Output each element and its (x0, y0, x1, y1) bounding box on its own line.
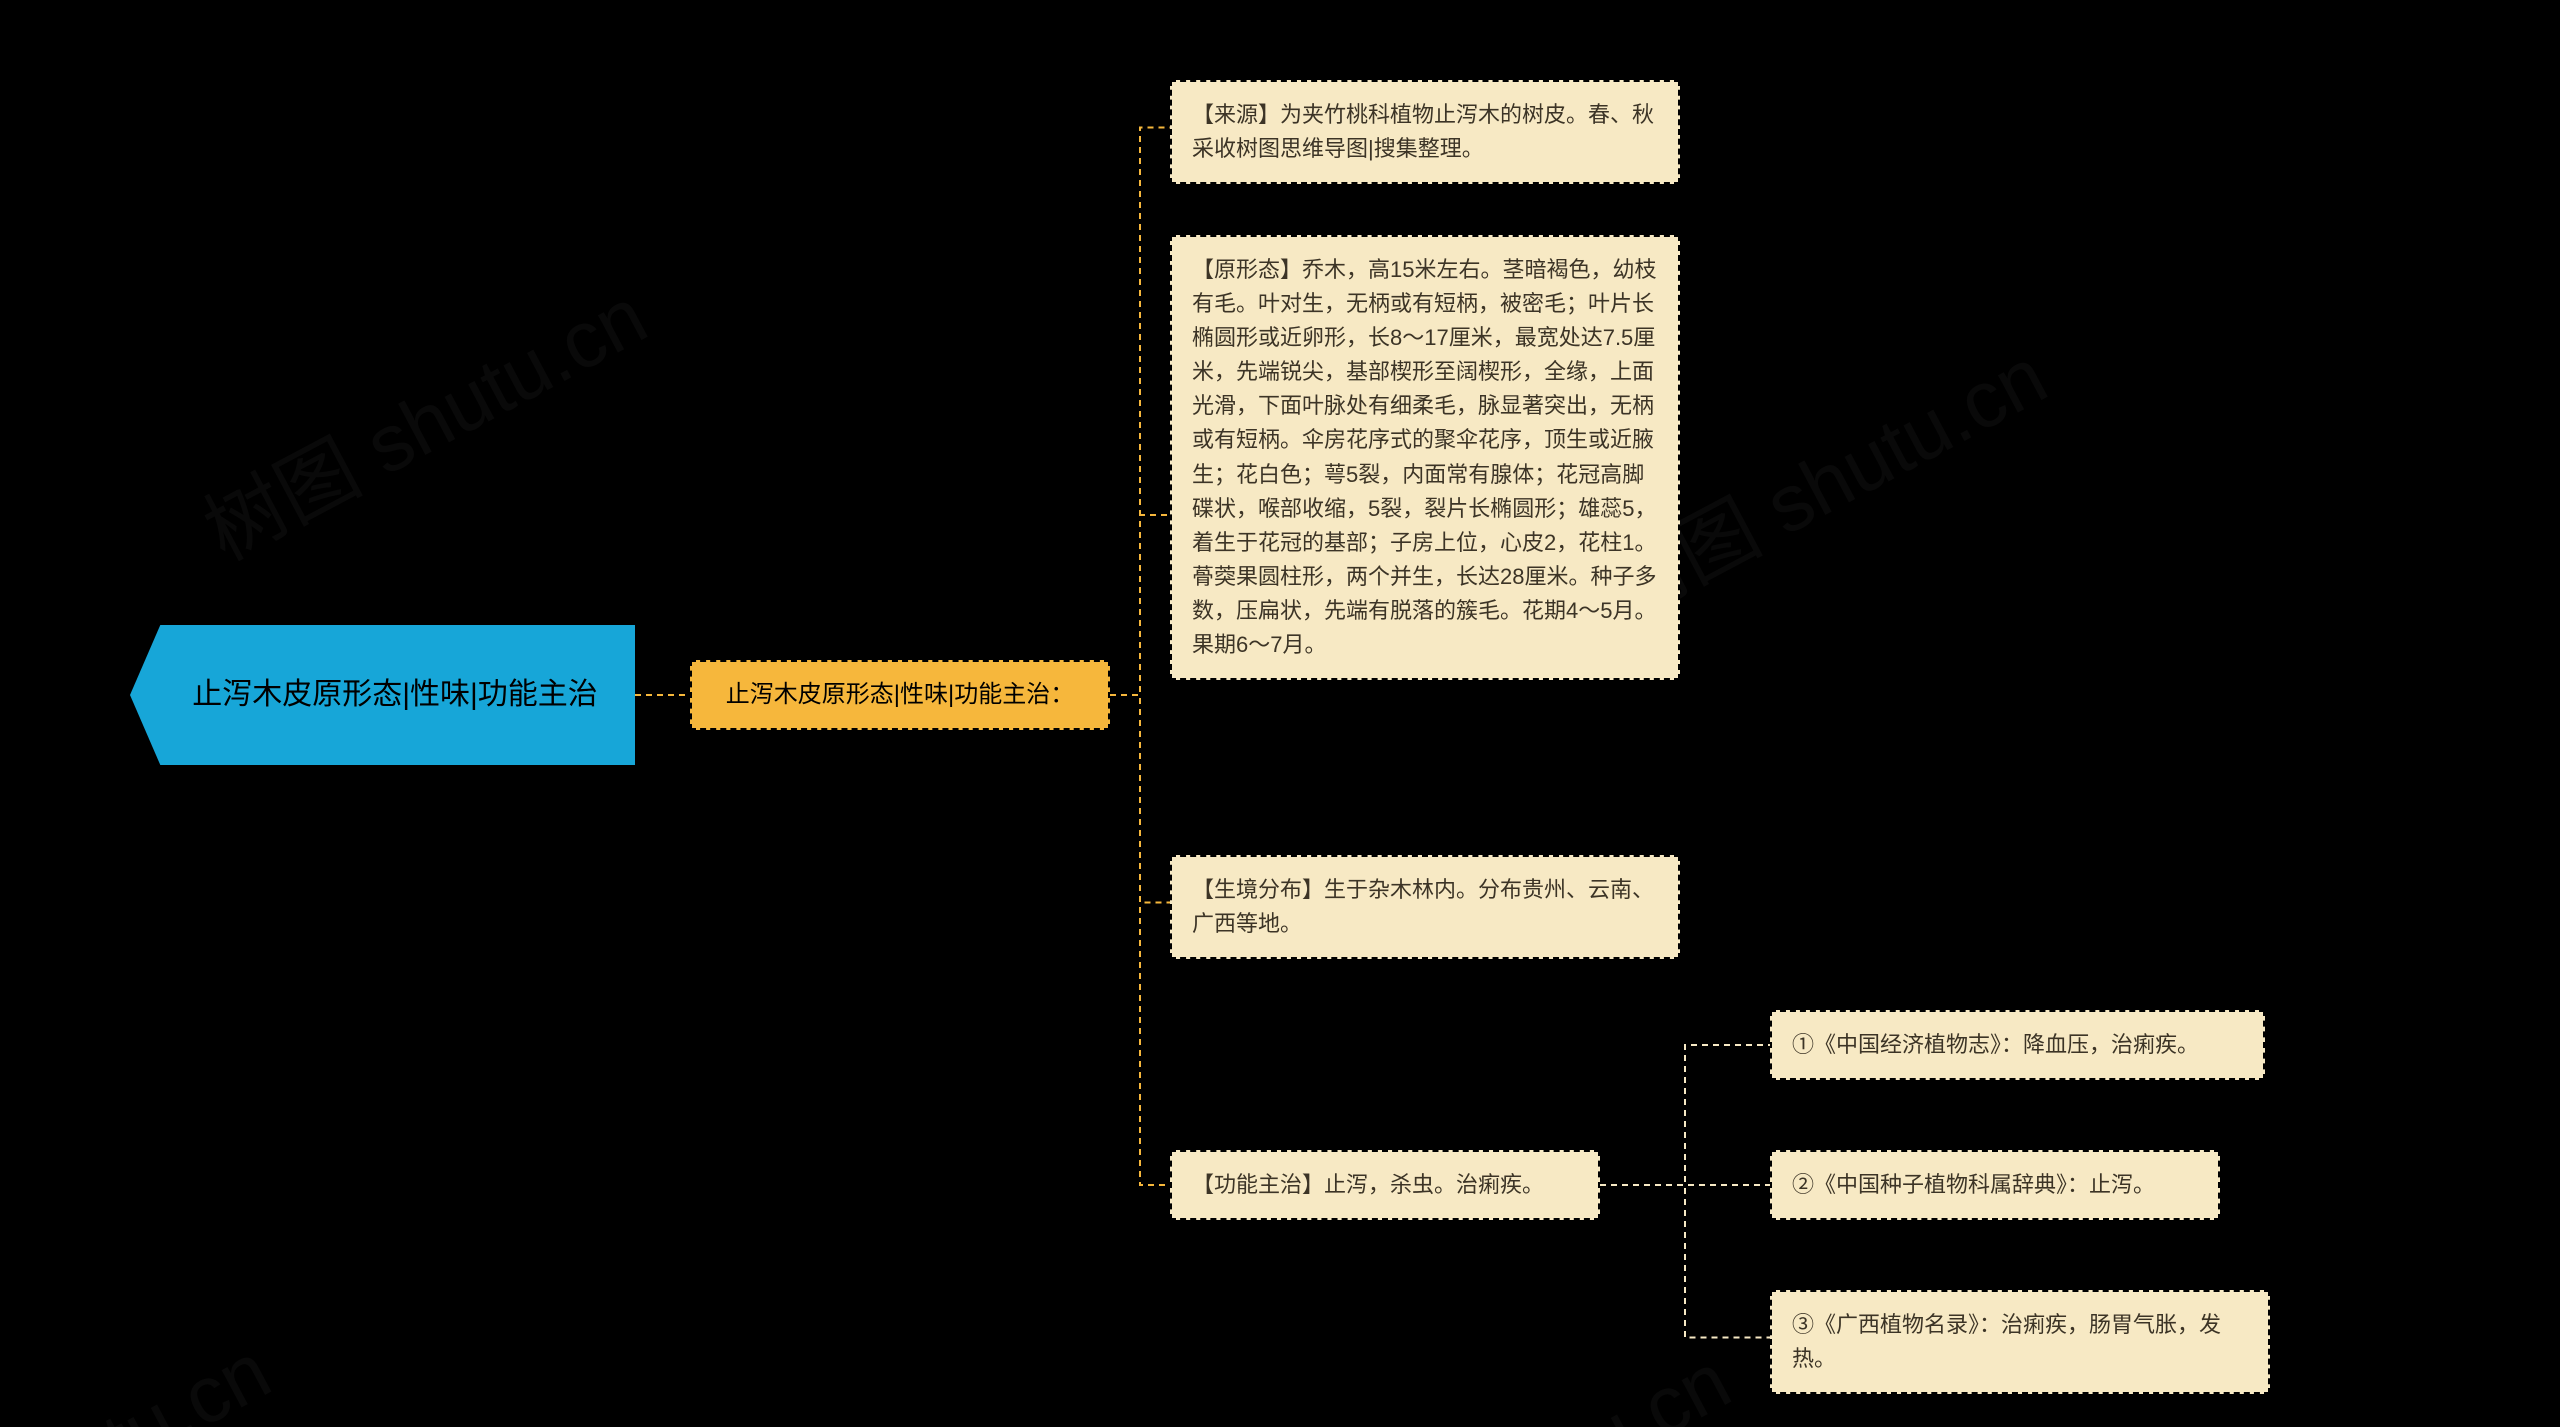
leaf-text: ②《中国种子植物科属辞典》：止泻。 (1792, 1172, 2155, 1197)
leaf-text: ①《中国经济植物志》：降血压，治痢疾。 (1792, 1032, 2199, 1057)
root-node[interactable]: 止泻木皮原形态|性味|功能主治 (130, 625, 635, 765)
watermark: tu.cn (1549, 1335, 1745, 1427)
leaf-text: ③《广西植物名录》：治痢疾，肠胃气胀，发热。 (1792, 1312, 2221, 1371)
leaf-ref-1[interactable]: ①《中国经济植物志》：降血压，治痢疾。 (1770, 1010, 2265, 1080)
watermark: tu.cn (89, 1325, 285, 1427)
branch-label: 止泻木皮原形态|性味|功能主治： (726, 676, 1074, 713)
leaf-morphology[interactable]: 【原形态】乔木，高15米左右。茎暗褐色，幼枝有毛。叶对生，无柄或有短柄，被密毛；… (1170, 235, 1680, 680)
leaf-habitat[interactable]: 【生境分布】生于杂木林内。分布贵州、云南、广西等地。 (1170, 855, 1680, 959)
leaf-ref-3[interactable]: ③《广西植物名录》：治痢疾，肠胃气胀，发热。 (1770, 1290, 2270, 1394)
root-label: 止泻木皮原形态|性味|功能主治 (192, 672, 598, 719)
mindmap-canvas: 树图 shutu.cn tu.cn 树图 shutu.cn tu.cn 止泻木皮… (0, 0, 2560, 1427)
leaf-text: 【生境分布】生于杂木林内。分布贵州、云南、广西等地。 (1192, 877, 1654, 936)
leaf-text: 【功能主治】止泻，杀虫。治痢疾。 (1192, 1172, 1544, 1197)
leaf-text: 【原形态】乔木，高15米左右。茎暗褐色，幼枝有毛。叶对生，无柄或有短柄，被密毛；… (1192, 257, 1656, 657)
leaf-source[interactable]: 【来源】为夹竹桃科植物止泻木的树皮。春、秋采收树图思维导图|搜集整理。 (1170, 80, 1680, 184)
leaf-ref-2[interactable]: ②《中国种子植物科属辞典》：止泻。 (1770, 1150, 2220, 1220)
leaf-text: 【来源】为夹竹桃科植物止泻木的树皮。春、秋采收树图思维导图|搜集整理。 (1192, 102, 1654, 161)
watermark: 树图 shutu.cn (181, 253, 663, 583)
branch-node-main[interactable]: 止泻木皮原形态|性味|功能主治： (690, 660, 1110, 730)
leaf-function[interactable]: 【功能主治】止泻，杀虫。治痢疾。 (1170, 1150, 1600, 1220)
